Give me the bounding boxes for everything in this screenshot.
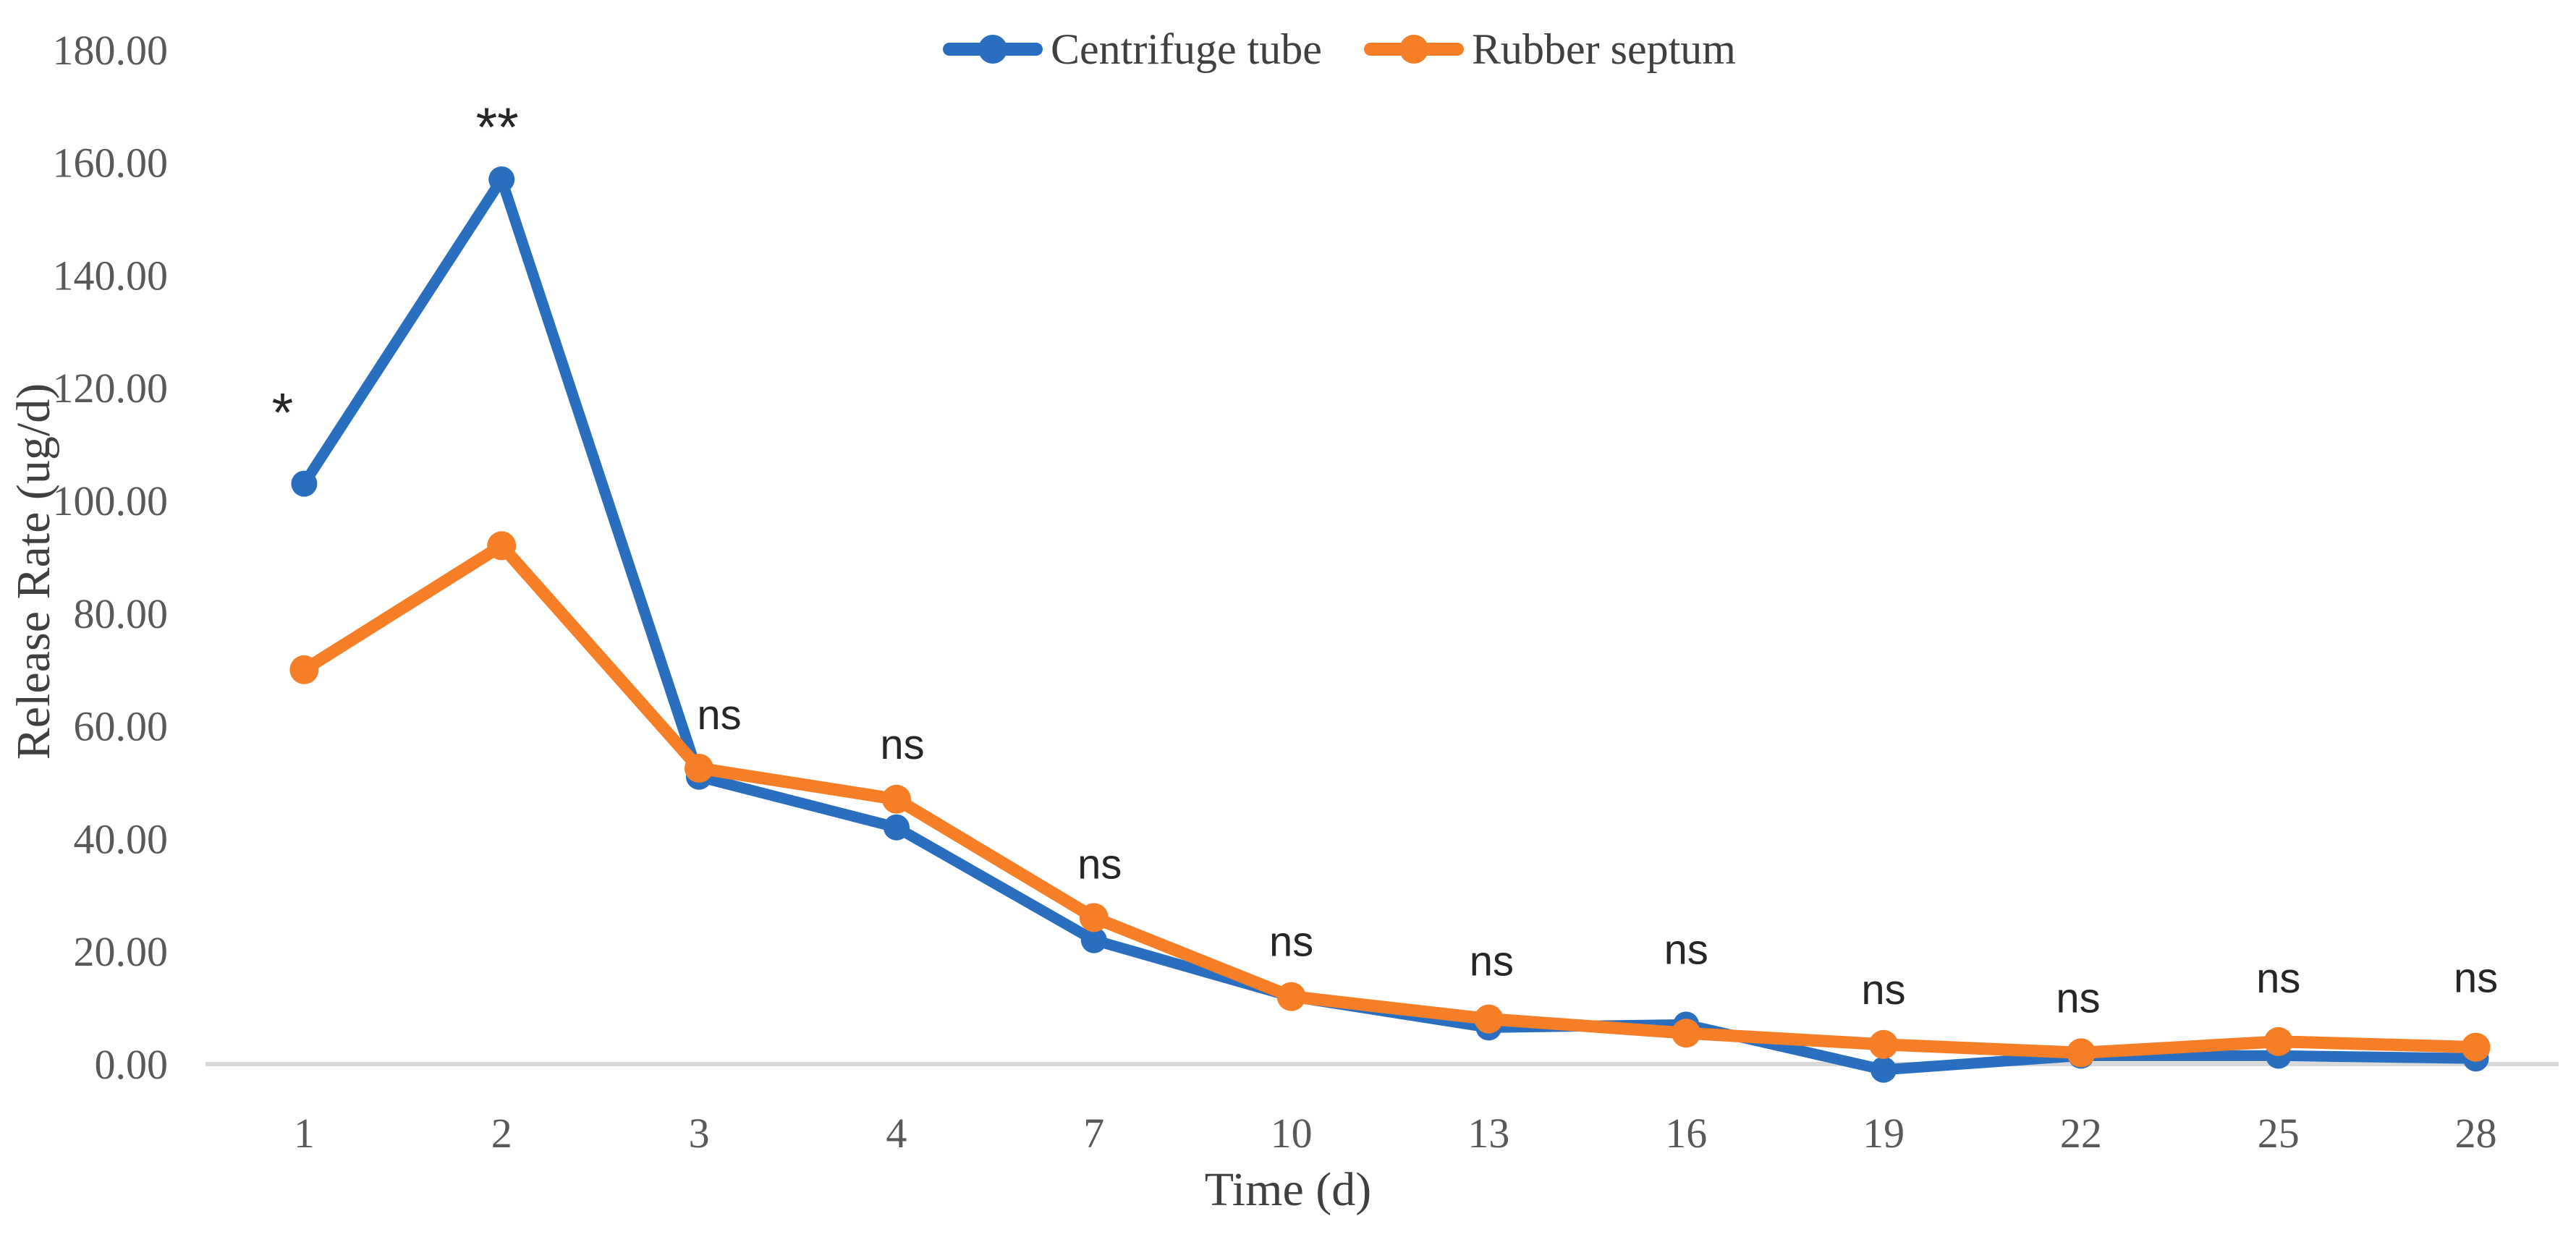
y-tick-label: 0.00 <box>95 1041 169 1088</box>
data-point-marker <box>685 754 713 783</box>
data-point-marker <box>291 470 318 497</box>
x-tick-label: 1 <box>294 1110 315 1157</box>
x-tick-label: 3 <box>689 1110 710 1157</box>
significance-annotation: * <box>272 383 294 444</box>
data-point-marker <box>1079 903 1109 932</box>
y-tick-label: 20.00 <box>74 928 169 975</box>
x-tick-label: 10 <box>1271 1110 1313 1157</box>
data-point-marker <box>488 166 515 192</box>
legend-marker-dot <box>1399 35 1428 64</box>
data-point-marker <box>1672 1019 1701 1048</box>
data-point-marker <box>2461 1032 2491 1062</box>
significance-annotation: ns <box>1269 919 1313 966</box>
legend-item-rubber-septum: Rubber septum <box>1364 25 1736 73</box>
y-tick-label: 80.00 <box>74 590 169 637</box>
y-axis-title: Release Rate (ug/d) <box>7 383 60 760</box>
significance-annotation: ns <box>1077 841 1122 888</box>
data-point-marker <box>2067 1038 2096 1068</box>
significance-annotation: ns <box>697 692 741 739</box>
significance-annotation: ns <box>1470 938 1514 985</box>
x-tick-label: 25 <box>2258 1110 2300 1157</box>
x-tick-label: 19 <box>1863 1110 1905 1157</box>
legend: Centrifuge tube Rubber septum <box>943 25 1736 73</box>
legend-item-centrifuge-tube: Centrifuge tube <box>943 25 1322 73</box>
y-tick-label: 160.00 <box>53 140 169 187</box>
y-tick-label: 140.00 <box>53 252 169 299</box>
data-point-marker <box>487 531 517 561</box>
x-tick-label: 16 <box>1665 1110 1707 1157</box>
series-rubber-septum <box>289 531 2491 1068</box>
significance-annotation: ns <box>1664 926 1708 973</box>
legend-marker-dot <box>978 35 1007 64</box>
data-point-marker <box>882 784 911 814</box>
y-tick-label: 40.00 <box>74 815 169 862</box>
x-tick-label: 4 <box>886 1110 907 1157</box>
data-point-marker <box>1869 1029 1898 1059</box>
y-tick-label: 60.00 <box>74 703 169 750</box>
data-point-marker <box>1474 1004 1504 1034</box>
x-tick-label: 7 <box>1083 1110 1104 1157</box>
y-tick-label: 180.00 <box>53 27 169 74</box>
significance-annotation: ns <box>880 721 924 768</box>
x-tick-label: 22 <box>2060 1110 2102 1157</box>
significance-annotation: ns <box>2056 974 2100 1021</box>
legend-label: Rubber septum <box>1472 25 1736 73</box>
y-tick-label: 120.00 <box>53 365 169 412</box>
data-point-marker <box>884 814 910 841</box>
data-point-marker <box>2263 1026 2293 1056</box>
significance-annotation: ns <box>2256 955 2300 1002</box>
significance-annotation: ns <box>2454 955 2498 1002</box>
x-tick-label: 28 <box>2455 1110 2497 1157</box>
data-point-marker <box>289 655 319 684</box>
series-line <box>297 539 2483 1059</box>
legend-label: Centrifuge tube <box>1051 25 1322 73</box>
x-tick-label: 13 <box>1467 1110 1509 1157</box>
y-tick-label: 100.00 <box>53 477 169 524</box>
x-tick-label: 2 <box>491 1110 512 1157</box>
data-point-marker <box>1080 927 1107 953</box>
data-point-marker <box>1276 982 1306 1011</box>
significance-annotation: ** <box>476 97 519 158</box>
x-axis-title: Time (d) <box>1205 1163 1371 1216</box>
significance-annotation: ns <box>1861 966 1905 1013</box>
data-point-marker <box>1870 1056 1897 1083</box>
